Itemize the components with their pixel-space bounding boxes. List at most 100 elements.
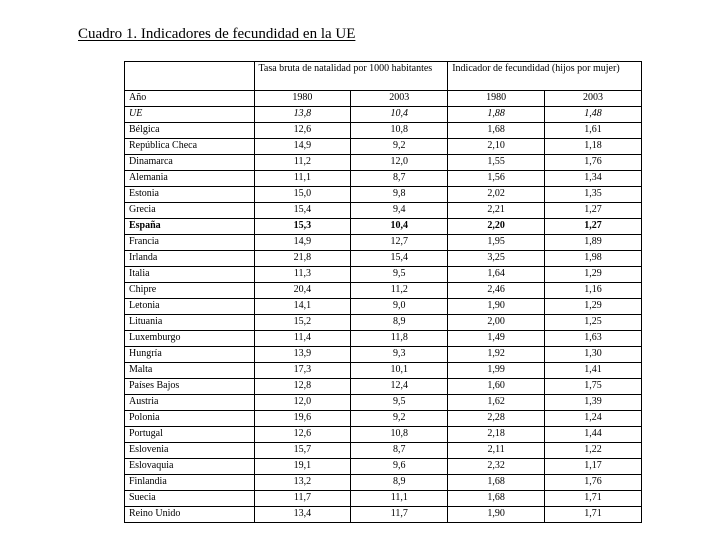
- value-cell: 2,32: [448, 459, 545, 475]
- table-row: Países Bajos12,812,41,601,75: [125, 379, 642, 395]
- value-cell: 1,63: [545, 331, 642, 347]
- table-row: Italia11,39,51,641,29: [125, 267, 642, 283]
- value-cell: 13,4: [254, 507, 351, 523]
- value-cell: 11,4: [254, 331, 351, 347]
- table-row: Bélgica12,610,81,681,61: [125, 123, 642, 139]
- value-cell: 9,5: [351, 395, 448, 411]
- value-cell: 19,6: [254, 411, 351, 427]
- table-row: Portugal12,610,82,181,44: [125, 427, 642, 443]
- value-cell: 11,2: [254, 155, 351, 171]
- value-cell: 12,8: [254, 379, 351, 395]
- value-cell: 19,1: [254, 459, 351, 475]
- table-row: Luxemburgo11,411,81,491,63: [125, 331, 642, 347]
- value-cell: 10,4: [351, 219, 448, 235]
- value-cell: 10,8: [351, 427, 448, 443]
- country-cell: Luxemburgo: [125, 331, 255, 347]
- value-cell: 3,25: [448, 251, 545, 267]
- value-cell: 15,4: [254, 203, 351, 219]
- value-cell: 11,1: [254, 171, 351, 187]
- value-cell: 9,2: [351, 411, 448, 427]
- fertility-table: Tasa bruta de natalidad por 1000 habitan…: [124, 61, 642, 523]
- header-row-years: Año 1980 2003 1980 2003: [125, 91, 642, 107]
- value-cell: 17,3: [254, 363, 351, 379]
- value-cell: 9,6: [351, 459, 448, 475]
- country-cell: Estonia: [125, 187, 255, 203]
- value-cell: 1,56: [448, 171, 545, 187]
- country-cell: Lituania: [125, 315, 255, 331]
- value-cell: 9,4: [351, 203, 448, 219]
- value-cell: 1,44: [545, 427, 642, 443]
- country-cell: Bélgica: [125, 123, 255, 139]
- country-cell: Letonia: [125, 299, 255, 315]
- country-cell: Francia: [125, 235, 255, 251]
- country-cell: UE: [125, 107, 255, 123]
- value-cell: 1,24: [545, 411, 642, 427]
- country-cell: Eslovenia: [125, 443, 255, 459]
- value-cell: 2,00: [448, 315, 545, 331]
- country-cell: República Checa: [125, 139, 255, 155]
- table-row: Dinamarca11,212,01,551,76: [125, 155, 642, 171]
- value-cell: 1,17: [545, 459, 642, 475]
- value-cell: 12,6: [254, 427, 351, 443]
- value-cell: 1,49: [448, 331, 545, 347]
- country-cell: Grecia: [125, 203, 255, 219]
- value-cell: 1,60: [448, 379, 545, 395]
- value-cell: 2,10: [448, 139, 545, 155]
- value-cell: 1,18: [545, 139, 642, 155]
- value-cell: 2,28: [448, 411, 545, 427]
- value-cell: 1,90: [448, 507, 545, 523]
- value-cell: 11,1: [351, 491, 448, 507]
- value-cell: 12,0: [254, 395, 351, 411]
- value-cell: 12,7: [351, 235, 448, 251]
- header-blank: [125, 62, 255, 91]
- table-row: Reino Unido13,411,71,901,71: [125, 507, 642, 523]
- table-row: Letonia14,19,01,901,29: [125, 299, 642, 315]
- value-cell: 1,89: [545, 235, 642, 251]
- year-label: Año: [125, 91, 255, 107]
- table-row: Suecia11,711,11,681,71: [125, 491, 642, 507]
- value-cell: 1,95: [448, 235, 545, 251]
- value-cell: 9,2: [351, 139, 448, 155]
- value-cell: 10,1: [351, 363, 448, 379]
- value-cell: 1,27: [545, 203, 642, 219]
- value-cell: 15,4: [351, 251, 448, 267]
- value-cell: 14,1: [254, 299, 351, 315]
- value-cell: 13,9: [254, 347, 351, 363]
- value-cell: 1,61: [545, 123, 642, 139]
- value-cell: 1,35: [545, 187, 642, 203]
- country-cell: Polonia: [125, 411, 255, 427]
- value-cell: 1,29: [545, 299, 642, 315]
- country-cell: Reino Unido: [125, 507, 255, 523]
- country-cell: Dinamarca: [125, 155, 255, 171]
- value-cell: 11,7: [351, 507, 448, 523]
- value-cell: 12,4: [351, 379, 448, 395]
- table-row: Grecia15,49,42,211,27: [125, 203, 642, 219]
- table-row: Eslovenia15,78,72,111,22: [125, 443, 642, 459]
- value-cell: 1,27: [545, 219, 642, 235]
- value-cell: 11,7: [254, 491, 351, 507]
- value-cell: 1,71: [545, 491, 642, 507]
- value-cell: 2,21: [448, 203, 545, 219]
- value-cell: 1,41: [545, 363, 642, 379]
- value-cell: 1,76: [545, 475, 642, 491]
- value-cell: 20,4: [254, 283, 351, 299]
- value-cell: 10,4: [351, 107, 448, 123]
- table-row: Polonia19,69,22,281,24: [125, 411, 642, 427]
- value-cell: 15,0: [254, 187, 351, 203]
- value-cell: 1,39: [545, 395, 642, 411]
- value-cell: 1,30: [545, 347, 642, 363]
- value-cell: 11,3: [254, 267, 351, 283]
- col-year-4: 2003: [545, 91, 642, 107]
- value-cell: 1,88: [448, 107, 545, 123]
- value-cell: 1,62: [448, 395, 545, 411]
- table-row: Austria12,09,51,621,39: [125, 395, 642, 411]
- value-cell: 1,99: [448, 363, 545, 379]
- value-cell: 15,2: [254, 315, 351, 331]
- value-cell: 1,16: [545, 283, 642, 299]
- country-cell: Países Bajos: [125, 379, 255, 395]
- value-cell: 13,2: [254, 475, 351, 491]
- value-cell: 14,9: [254, 139, 351, 155]
- header-group-fertility: Indicador de fecundidad (hijos por mujer…: [448, 62, 642, 91]
- value-cell: 2,18: [448, 427, 545, 443]
- value-cell: 9,0: [351, 299, 448, 315]
